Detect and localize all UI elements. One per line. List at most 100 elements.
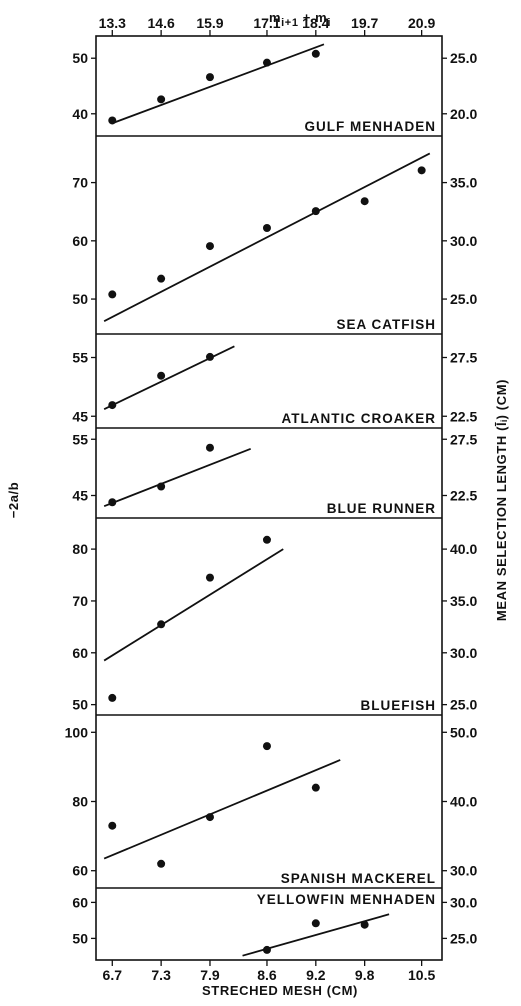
top-tick-label: 15.9 [196, 15, 223, 31]
axes: 6.7 7.3 7.9 8.6 9.2 9.8 10.5 13.3 14.6 15.9 17.1 18… [95, 15, 443, 983]
data-point [262, 535, 271, 544]
right-tick-label: 30.0 [450, 645, 477, 661]
panel-gulf-menhaden: 40 50 20.0 25.0 GULF MENHADEN [72, 43, 477, 134]
data-point [205, 73, 214, 82]
left-tick-label: 45 [72, 488, 88, 504]
right-tick-label: 25.0 [450, 930, 477, 946]
fit-line [103, 152, 431, 322]
top-tick-label: 13.3 [99, 15, 126, 31]
right-tick-label: 25.0 [450, 50, 477, 66]
panel-atlantic-croaker: 45 55 22.5 27.5 ATLANTIC CROAKER [72, 333, 477, 426]
right-tick-label: 50.0 [450, 724, 477, 740]
left-tick-label: 50 [72, 291, 88, 307]
left-tick-label: 50 [72, 930, 88, 946]
plot-frame [95, 35, 443, 961]
data-point [311, 49, 320, 58]
data-point [360, 920, 369, 929]
data-point [157, 95, 166, 104]
left-tick-label: 70 [72, 175, 88, 191]
left-tick-label: 60 [72, 645, 88, 661]
data-point [311, 783, 320, 792]
right-tick-label: 25.0 [450, 291, 477, 307]
panel-label: ATLANTIC CROAKER [282, 411, 437, 426]
data-point [205, 352, 214, 361]
panel-label: SPANISH MACKEREL [281, 871, 436, 886]
fit-line [103, 345, 235, 411]
fit-line [111, 43, 325, 125]
panels: 40 50 20.0 25.0 GULF MENHADEN 50 60 70 25.0 30.0 3… [65, 43, 477, 957]
left-tick-label: 60 [72, 863, 88, 879]
left-tick-label: 100 [65, 724, 89, 740]
top-axis-title: mi+1 + mi [269, 10, 331, 29]
left-axis-title: −2a/b [6, 482, 21, 519]
left-tick-label: 80 [72, 794, 88, 810]
panel-label: BLUE RUNNER [327, 501, 436, 516]
data-point [311, 919, 320, 928]
right-tick-label: 30.0 [450, 894, 477, 910]
data-point [417, 166, 426, 175]
right-tick-label: 22.5 [450, 488, 477, 504]
x-tick-label: 6.7 [103, 967, 123, 983]
x-tick-label: 7.3 [151, 967, 171, 983]
fit-line [103, 447, 252, 508]
right-tick-label: 30.0 [450, 233, 477, 249]
right-tick-label: 27.5 [450, 350, 477, 366]
panel-label: YELLOWFIN MENHADEN [257, 892, 436, 907]
left-tick-label: 45 [72, 408, 88, 424]
right-tick-label: 40.0 [450, 541, 477, 557]
data-point [262, 224, 271, 233]
x-tick-label: 10.5 [408, 967, 435, 983]
right-axis-title: MEAN SELECTION LENGTH (l̄ᵢ) (CM) [494, 379, 509, 621]
panel-blue-runner: 45 55 22.5 27.5 BLUE RUNNER [72, 427, 477, 516]
left-tick-label: 50 [72, 50, 88, 66]
fit-line [103, 548, 284, 662]
left-tick-label: 80 [72, 541, 88, 557]
left-tick-label: 40 [72, 106, 88, 122]
data-point [157, 620, 166, 629]
data-point [205, 573, 214, 582]
x-tick-label: 7.9 [200, 967, 220, 983]
data-point [108, 401, 117, 410]
data-point [205, 443, 214, 452]
panel-label: BLUEFISH [361, 698, 437, 713]
data-point [157, 274, 166, 283]
data-point [360, 197, 369, 206]
data-point [205, 242, 214, 251]
right-tick-label: 30.0 [450, 863, 477, 879]
right-tick-label: 40.0 [450, 794, 477, 810]
right-tick-label: 27.5 [450, 431, 477, 447]
left-tick-label: 70 [72, 593, 88, 609]
x-axis-title: STRECHED MESH (CM) [202, 983, 358, 998]
data-point [262, 742, 271, 751]
data-point [262, 945, 271, 954]
data-point [157, 482, 166, 491]
right-tick-label: 22.5 [450, 408, 477, 424]
top-tick-label: 18.4 [302, 15, 329, 31]
panel-label: GULF MENHADEN [305, 119, 437, 134]
left-tick-label: 55 [72, 350, 88, 366]
right-tick-label: 25.0 [450, 697, 477, 713]
data-point [157, 859, 166, 868]
data-point [108, 498, 117, 507]
x-tick-label: 9.8 [355, 967, 375, 983]
left-tick-label: 50 [72, 697, 88, 713]
right-tick-label: 20.0 [450, 106, 477, 122]
data-point [108, 693, 117, 702]
data-point [157, 371, 166, 380]
panel-bluefish: 50 60 70 80 25.0 30.0 35.0 40.0 BLUEFISH [72, 517, 477, 713]
panel-yellowfin-menhaden: 50 60 25.0 30.0 YELLOWFIN MENHADEN [72, 887, 477, 957]
panel-sea-catfish: 50 60 70 25.0 30.0 35.0 SEA CATFISH [72, 135, 477, 332]
data-point [108, 116, 117, 125]
data-point [311, 207, 320, 216]
data-point [262, 58, 271, 67]
left-tick-label: 60 [72, 233, 88, 249]
right-tick-label: 35.0 [450, 175, 477, 191]
x-tick-label: 9.2 [306, 967, 326, 983]
top-tick-label: 19.7 [351, 15, 378, 31]
panel-spanish-mackerel: 60 80 100 30.0 40.0 50.0 SPANISH MACKEREL [65, 714, 477, 886]
data-point [108, 821, 117, 830]
data-point [205, 813, 214, 822]
right-tick-label: 35.0 [450, 593, 477, 609]
